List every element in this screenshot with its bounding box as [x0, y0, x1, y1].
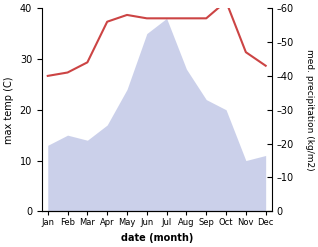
X-axis label: date (month): date (month): [121, 233, 193, 243]
Y-axis label: max temp (C): max temp (C): [4, 76, 14, 144]
Y-axis label: med. precipitation (kg/m2): med. precipitation (kg/m2): [305, 49, 314, 171]
